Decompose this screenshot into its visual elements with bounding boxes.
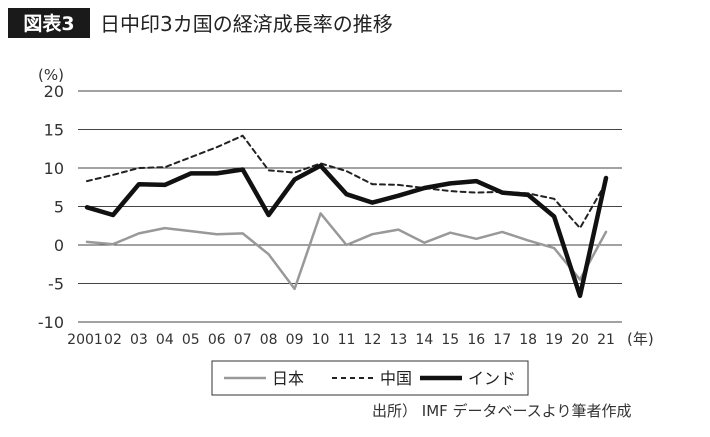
legend-label-2: 中国 [380,369,412,388]
title-badge [8,8,90,38]
y-tick-label: 10 [44,159,64,178]
series-layer [84,134,609,299]
x-tick-label: 10 [312,332,330,348]
title-badge-text: 図表3 [23,12,74,35]
y-tick-label: 5 [54,198,64,217]
x-tick-label: 18 [519,332,537,348]
x-tick-label: 09 [286,332,304,348]
x-tick-label: 05 [182,332,200,348]
y-tick-label: 20 [44,82,64,101]
y-tick-label: 0 [54,236,64,255]
y-tick-label: -5 [48,275,64,294]
x-tick-label: 13 [389,332,407,348]
x-tick-label: 03 [130,332,148,348]
series-line-1 [85,212,608,291]
x-tick-label: 16 [467,332,485,348]
x-tick-label: 20 [571,332,589,348]
chart-title: 日中印3カ国の経済成長率の推移 [100,12,393,36]
legend-label-1: 日本 [272,369,304,388]
x-tick-label: 14 [415,332,433,348]
y-tick-label: 15 [44,121,64,140]
legend-label-3: インド [468,369,516,388]
x-tick-label: 15 [441,332,459,348]
grid-layer [78,90,622,323]
x-tick-label: 12 [364,332,382,348]
x-tick-label: 04 [156,332,174,348]
x-tick-labels: 2001 02 03 04 05 06 07 08 09 10 11 12 13 14 15 16 17 18 19… [67,332,615,348]
x-tick-label: 08 [260,332,278,348]
series-line-3 [84,163,609,299]
x-tick-label: 19 [545,332,563,348]
x-tick-label: 2001 [67,332,103,348]
y-unit-label: (%) [38,66,64,84]
legend: 日本 中国 インド [224,369,516,388]
y-tick-labels: -10 -5 0 5 10 15 20 [38,82,64,332]
x-tick-label: 02 [104,332,122,348]
x-tick-label: 07 [234,332,252,348]
x-tick-label: 17 [493,332,511,348]
x-tick-label: 11 [338,332,356,348]
source-note: 出所） IMF データベースより筆者作成 [372,402,631,420]
x-tick-label: 06 [208,332,226,348]
x-unit-label: (年) [627,330,654,348]
series-line-2 [86,134,607,230]
x-tick-label: 21 [597,332,615,348]
y-tick-label: -10 [38,313,64,332]
